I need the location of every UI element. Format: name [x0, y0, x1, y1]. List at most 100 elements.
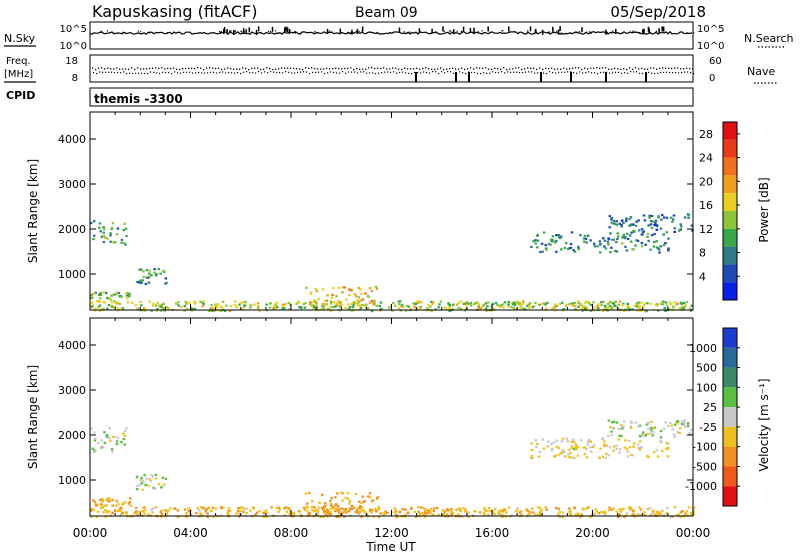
echo-cell	[647, 224, 651, 227]
nave-dot	[114, 72, 116, 74]
echo-cell	[128, 295, 131, 298]
echo-cell	[234, 303, 237, 307]
echo-cell	[643, 309, 646, 312]
echo-cell	[616, 232, 620, 235]
nave-dot	[483, 72, 485, 74]
freq-right-tick-bottom: 0	[709, 73, 715, 84]
echo-cell	[683, 512, 687, 515]
freq-dot	[233, 68, 235, 70]
freq-dot	[269, 67, 271, 70]
echo-cell	[507, 506, 511, 509]
echo-cell	[536, 239, 540, 242]
freq-dot	[644, 68, 646, 70]
echo-cell	[310, 305, 313, 308]
echo-cell	[159, 305, 163, 308]
echo-cell	[289, 303, 292, 306]
echo-cell	[680, 306, 684, 309]
echo-cell	[325, 303, 328, 306]
noise-search-dot	[122, 31, 124, 33]
freq-dot	[605, 67, 607, 69]
echo-cell	[207, 506, 210, 509]
echo-cell	[341, 291, 344, 294]
freq-marker	[415, 72, 417, 82]
freq-dot	[95, 68, 97, 71]
echo-cell	[90, 221, 93, 225]
echo-cell	[258, 509, 261, 513]
velocity-panel-frame	[89, 317, 694, 517]
echo-cell	[650, 214, 654, 218]
freq-dot	[272, 68, 274, 71]
echo-cell	[647, 422, 650, 425]
echo-cell	[531, 306, 535, 309]
nave-dot	[222, 71, 224, 73]
echo-cell	[610, 246, 613, 249]
nave-dot	[207, 72, 209, 74]
echo-cell	[626, 305, 629, 308]
echo-cell	[390, 309, 394, 312]
echo-cell	[628, 446, 632, 449]
echo-cell	[234, 512, 238, 515]
nave-dot	[663, 71, 665, 74]
echo-cell	[298, 305, 301, 309]
echo-cell	[544, 302, 548, 305]
echo-cell	[477, 305, 481, 308]
echo-cell	[528, 303, 531, 306]
echo-cell	[649, 432, 652, 435]
echo-cell	[640, 245, 644, 248]
echo-cell	[341, 499, 344, 502]
echo-cell	[626, 450, 630, 453]
echo-cell	[336, 505, 340, 508]
freq-dot	[422, 67, 424, 70]
echo-cell	[116, 436, 120, 439]
freq-dot	[356, 68, 358, 70]
echo-cell	[675, 422, 678, 425]
colorbar-segment	[723, 175, 737, 194]
echo-cell	[503, 509, 506, 512]
echo-cell	[112, 293, 116, 296]
date-title: 05/Sep/2018	[610, 3, 706, 21]
echo-cell	[425, 307, 429, 310]
echo-cell	[312, 300, 315, 304]
echo-cell	[404, 513, 407, 517]
echo-cell	[646, 302, 649, 305]
echo-cell	[650, 226, 654, 229]
echo-cell	[307, 491, 311, 495]
echo-cell	[102, 231, 106, 234]
echo-cell	[601, 309, 605, 312]
noise-search-dot	[131, 32, 133, 35]
echo-cell	[526, 304, 529, 307]
noise-search-dot	[376, 31, 378, 34]
echo-cell	[288, 308, 291, 311]
freq-dot	[494, 67, 496, 70]
echo-cell	[324, 504, 327, 507]
echo-cell	[346, 497, 350, 500]
nave-dot	[471, 72, 473, 74]
noise-search-dot	[100, 30, 102, 32]
echo-cell	[581, 309, 584, 312]
noise-spike	[356, 28, 359, 34]
echo-cell	[254, 513, 257, 516]
echo-cell	[102, 291, 106, 294]
echo-cell	[654, 513, 657, 516]
echo-cell	[641, 230, 645, 234]
echo-cell	[159, 511, 163, 514]
echo-cell	[627, 306, 630, 309]
echo-cell	[442, 512, 446, 516]
nave-dot	[477, 72, 479, 74]
echo-cell	[526, 510, 530, 513]
echo-cell	[500, 515, 504, 519]
echo-cell	[622, 309, 626, 312]
echo-cell	[297, 300, 300, 303]
freq-dot	[662, 67, 664, 69]
echo-cell	[431, 303, 434, 306]
freq-dot	[260, 68, 262, 71]
echo-cell	[436, 506, 439, 510]
echo-cell	[585, 456, 589, 459]
freq-dot	[512, 68, 514, 70]
echo-cell	[272, 305, 276, 308]
echo-cell	[352, 506, 356, 509]
echo-cell	[685, 510, 689, 513]
echo-cell	[350, 303, 353, 306]
freq-dot	[434, 68, 436, 71]
echo-cell	[104, 504, 107, 507]
